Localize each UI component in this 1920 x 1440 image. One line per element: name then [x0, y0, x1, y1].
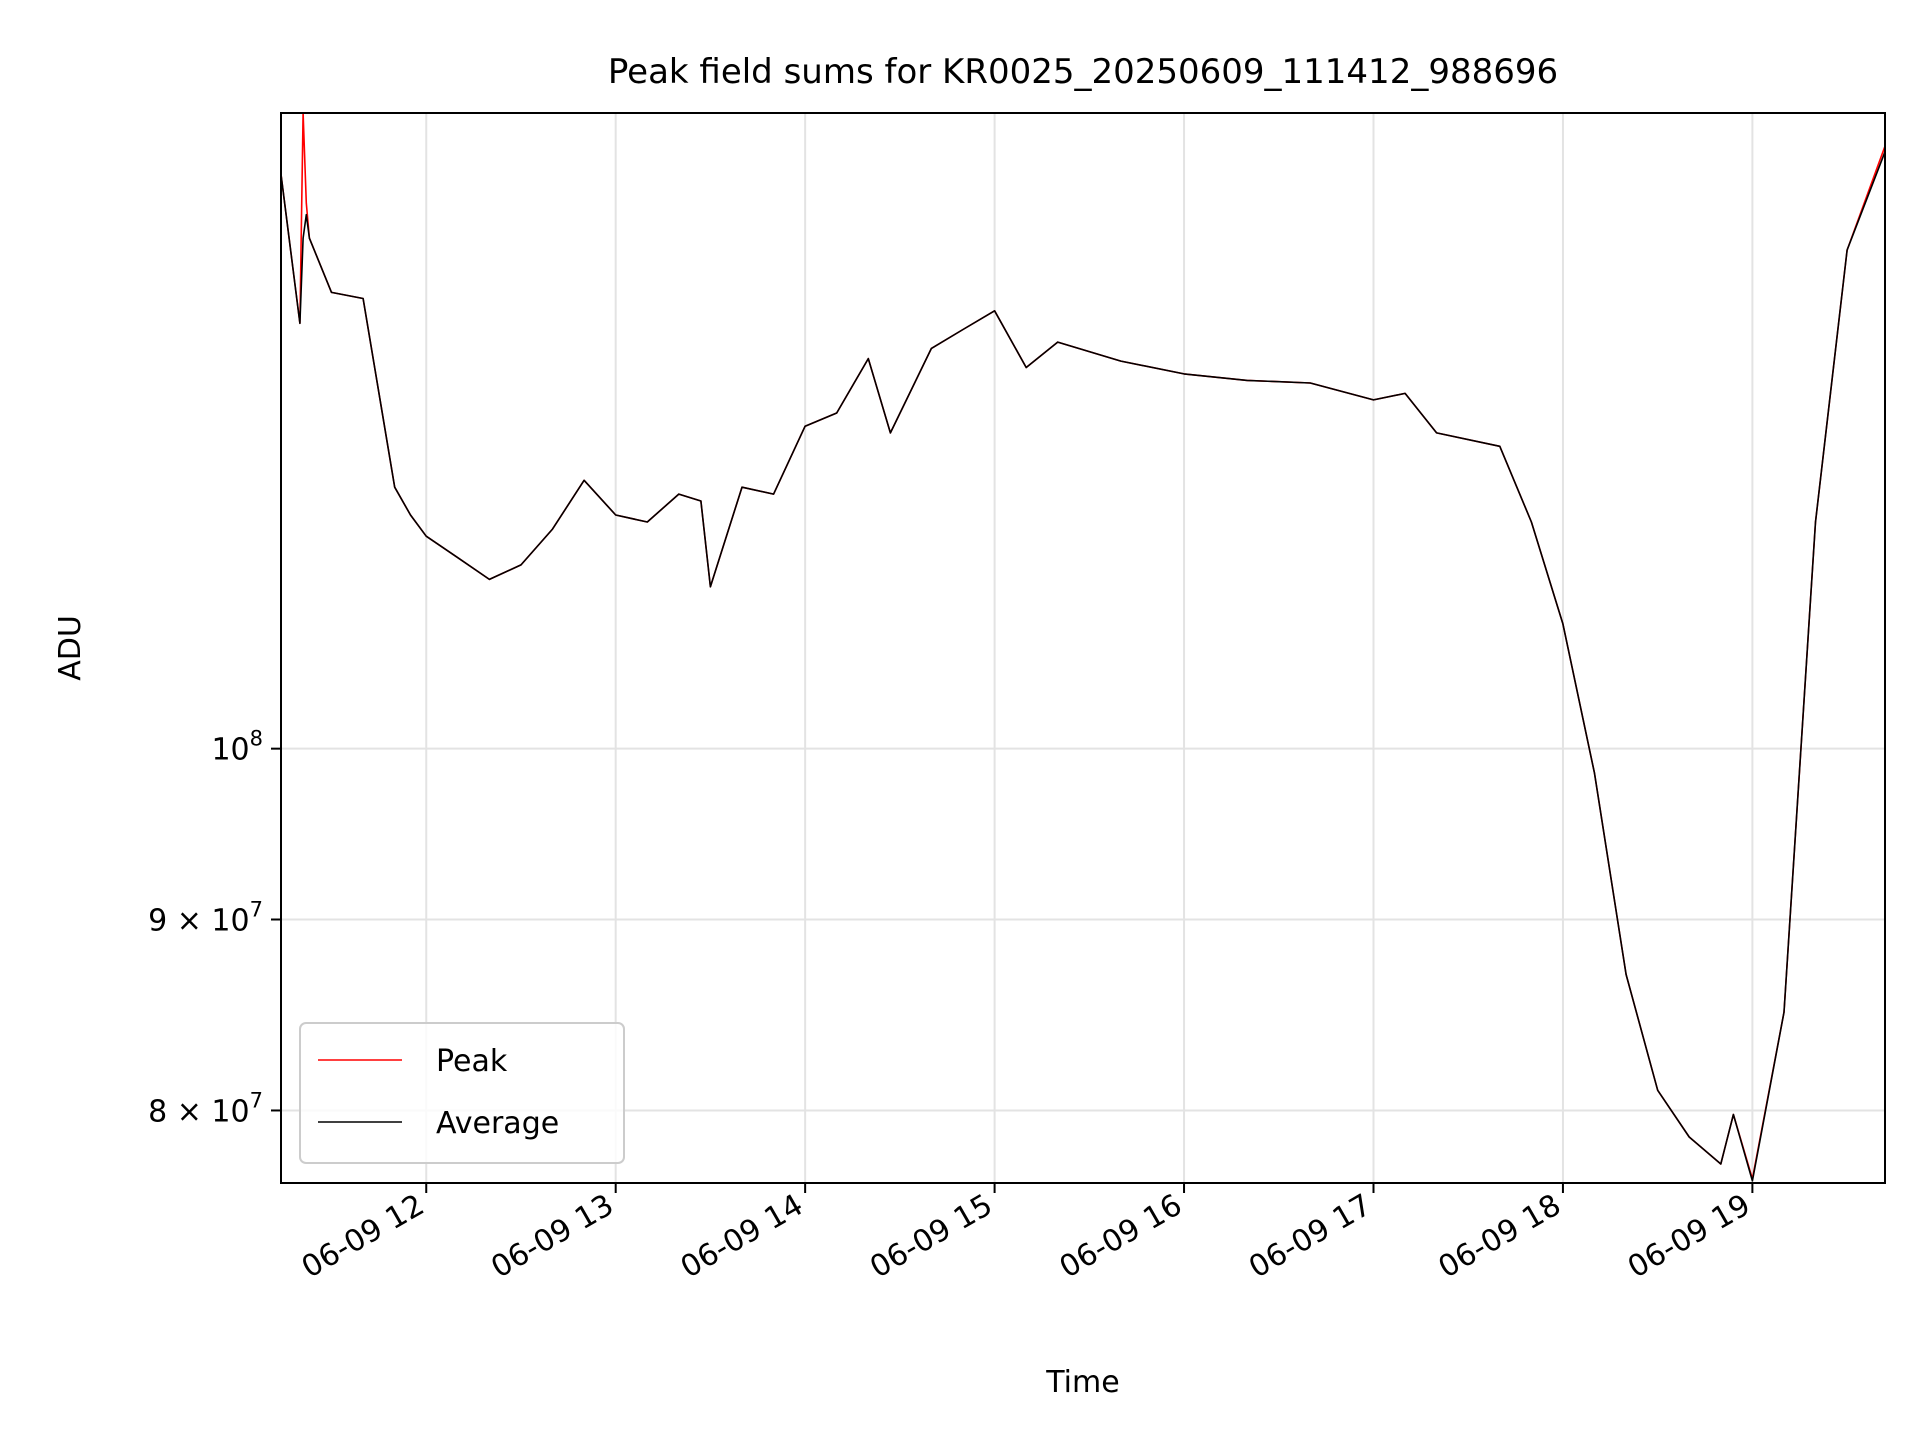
legend-label-peak: Peak: [436, 1044, 508, 1079]
series-line-average: [280, 151, 1886, 1182]
legend: Peak Average: [299, 1022, 625, 1164]
y-tick-label: 108: [211, 727, 263, 768]
y-axis-label: ADU: [53, 615, 88, 681]
x-axis-label: Time: [1045, 1365, 1119, 1400]
legend-frame: [299, 1022, 625, 1164]
y-tick-label: 9 × 107: [148, 897, 263, 938]
series-layer: [280, 112, 1886, 1182]
axes-frame: [280, 112, 1886, 1184]
legend-label-average: Average: [436, 1106, 559, 1141]
y-tick-label: 8 × 107: [148, 1088, 263, 1129]
chart-title: Peak field sums for KR0025_20250609_1114…: [608, 52, 1558, 92]
